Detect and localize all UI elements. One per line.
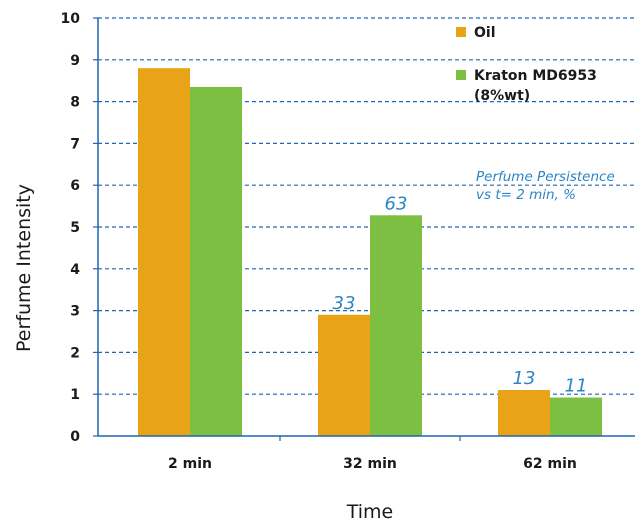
bar-oil-2-min <box>138 68 190 436</box>
bar-kraton-32-min <box>370 215 422 436</box>
y-tick-label: 4 <box>70 262 80 278</box>
x-axis-title: Time <box>346 501 394 523</box>
x-category-label: 32 min <box>343 456 397 472</box>
y-tick-label: 3 <box>70 304 80 320</box>
legend-swatch-oil <box>456 27 466 37</box>
y-tick-label: 0 <box>70 429 80 445</box>
y-tick-label: 10 <box>61 11 81 27</box>
bar-oil-62-min <box>498 390 550 436</box>
bar-kraton-2-min <box>190 86 242 436</box>
annotation: Perfume Persistence vs t= 2 min, % <box>476 169 615 203</box>
bar-data-label: 33 <box>333 293 356 314</box>
y-tick-label: 7 <box>70 136 80 152</box>
y-tick-label: 8 <box>70 95 80 111</box>
x-category-label: 2 min <box>168 456 212 472</box>
legend-label-kraton-line2: (8%wt) <box>474 88 530 104</box>
legend-label-oil: Oil <box>474 25 496 41</box>
bar-data-label: 63 <box>385 193 408 214</box>
y-tick-label: 1 <box>70 387 80 403</box>
y-axis-title: Perfume Intensity <box>13 184 35 352</box>
bar-kraton-62-min <box>550 397 602 436</box>
bar-data-label: 11 <box>565 376 588 397</box>
y-tick-label: 2 <box>70 345 80 361</box>
legend: Oil Kraton MD6953 (8%wt) <box>456 25 597 104</box>
bars <box>138 68 602 436</box>
legend-swatch-kraton <box>456 70 466 80</box>
bar-data-labels: 33 13 63 11 <box>333 193 588 396</box>
x-category-labels: 2 min 32 min 62 min <box>168 456 577 472</box>
x-category-label: 62 min <box>523 456 577 472</box>
y-tick-label: 9 <box>70 53 80 69</box>
y-tick-label: 5 <box>70 220 80 236</box>
y-tick-labels: 0 1 2 3 4 5 6 7 8 9 10 <box>61 11 81 445</box>
bar-data-label: 13 <box>513 368 536 389</box>
axes <box>93 17 635 441</box>
annotation-line1: Perfume Persistence <box>476 169 615 185</box>
annotation-line2: vs t= 2 min, % <box>476 187 576 203</box>
y-tick-label: 6 <box>70 178 80 194</box>
bar-oil-32-min <box>318 314 370 436</box>
legend-label-kraton: Kraton MD6953 <box>474 68 597 84</box>
